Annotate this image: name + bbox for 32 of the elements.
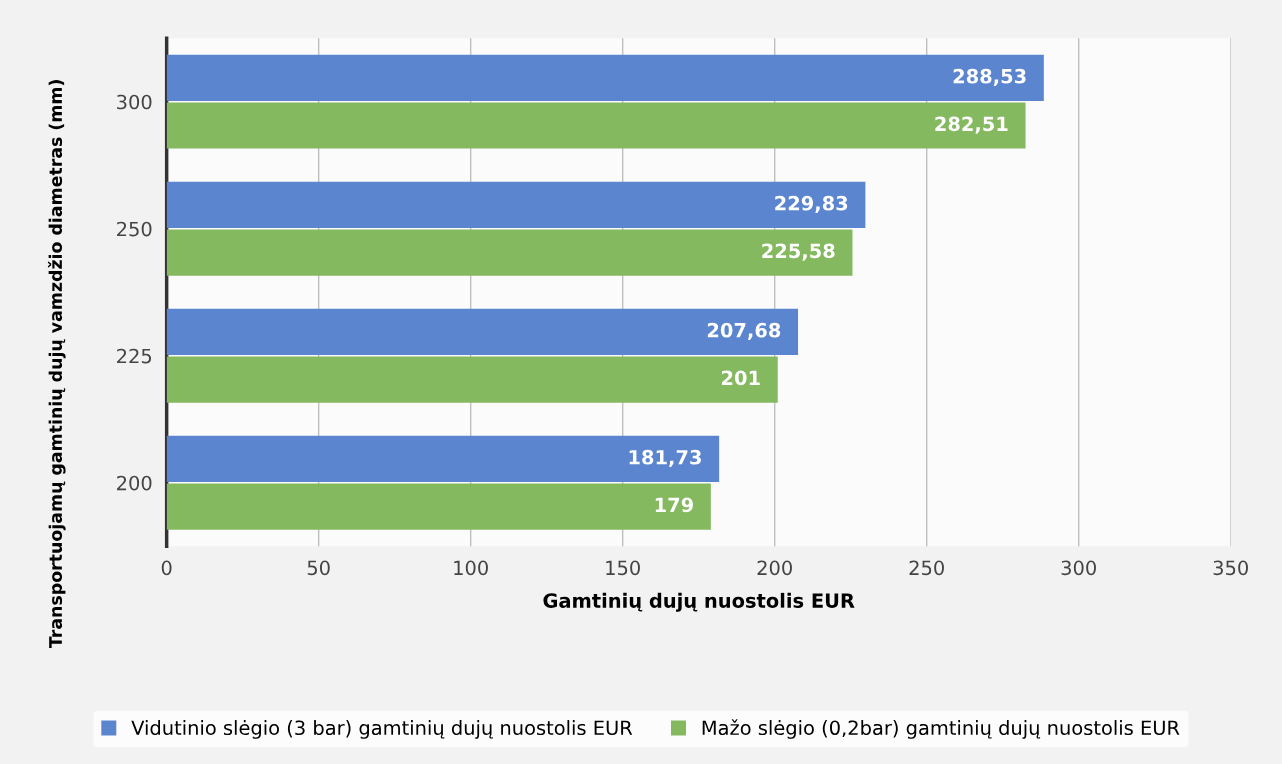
- x-tick-label: 50: [307, 560, 330, 576]
- bar: [166, 435, 720, 483]
- bar: [166, 308, 799, 356]
- x-axis-title: Gamtinių dujų nuostolis EUR: [543, 592, 855, 612]
- data-label: 207,68: [707, 322, 781, 341]
- x-tick-label: 350: [1213, 560, 1248, 576]
- bar: [166, 54, 1044, 101]
- x-tick-label: 200: [757, 560, 792, 576]
- x-tick-label: 150: [606, 560, 640, 576]
- bar: [166, 356, 778, 403]
- legend-label: Mažo slėgio (0,2bar) gamtinių dujų nuostolis EUR: [702, 719, 1180, 739]
- x-tick-label: 300: [1061, 560, 1096, 576]
- x-tick-label: 250: [909, 560, 944, 576]
- bar: [166, 483, 711, 530]
- data-label: 201: [722, 370, 760, 386]
- data-label: 225,58: [762, 243, 835, 261]
- data-label: 181,73: [629, 449, 701, 468]
- y-axis-title: Transportuojamų gamtinių dujų vamzdžio diametras (mm): [47, 80, 66, 649]
- x-tick-label: 100: [454, 560, 488, 576]
- data-label: 229,83: [775, 195, 848, 214]
- bar: [166, 181, 866, 229]
- bar: [166, 102, 1026, 149]
- bar: [166, 229, 853, 276]
- data-label: 179: [655, 497, 693, 513]
- x-tick-label: 0: [161, 560, 172, 576]
- legend-label: Vidutinio slėgio (3 bar) gamtinių dujų nuostolis EUR: [131, 720, 633, 739]
- y-tick-label: 200: [117, 475, 152, 491]
- y-tick-label: 300: [117, 94, 152, 110]
- data-label: 288,53: [953, 68, 1026, 87]
- y-tick-label: 225: [117, 348, 152, 364]
- y-tick-label: 250: [117, 221, 152, 237]
- data-label: 282,51: [935, 116, 1008, 134]
